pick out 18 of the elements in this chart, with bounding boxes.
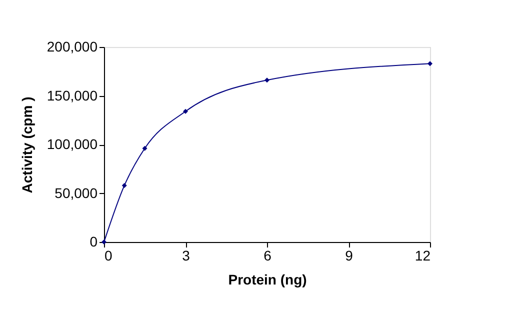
x-tick-label: 0 (104, 248, 112, 264)
x-tick-label: 6 (264, 248, 272, 264)
y-tick-label: 200,000 (46, 38, 98, 54)
x-tick-label: 3 (182, 248, 190, 264)
point (122, 182, 127, 188)
x-tick-label: 12 (414, 248, 431, 264)
point (142, 146, 148, 151)
y-tick-label: 50,000 (54, 184, 98, 201)
point (102, 240, 106, 244)
x-axis-title: Protein (ng) (228, 272, 307, 288)
point (428, 61, 432, 66)
y-axis-title: Activity (cpm ) (18, 96, 35, 194)
x-tick-label: 9 (345, 248, 354, 264)
y-tick-label: 150,000 (46, 87, 98, 104)
point (264, 78, 270, 83)
point (183, 108, 188, 114)
y-tick-label: 100,000 (46, 136, 98, 152)
y-tick-label: 0 (90, 234, 98, 250)
